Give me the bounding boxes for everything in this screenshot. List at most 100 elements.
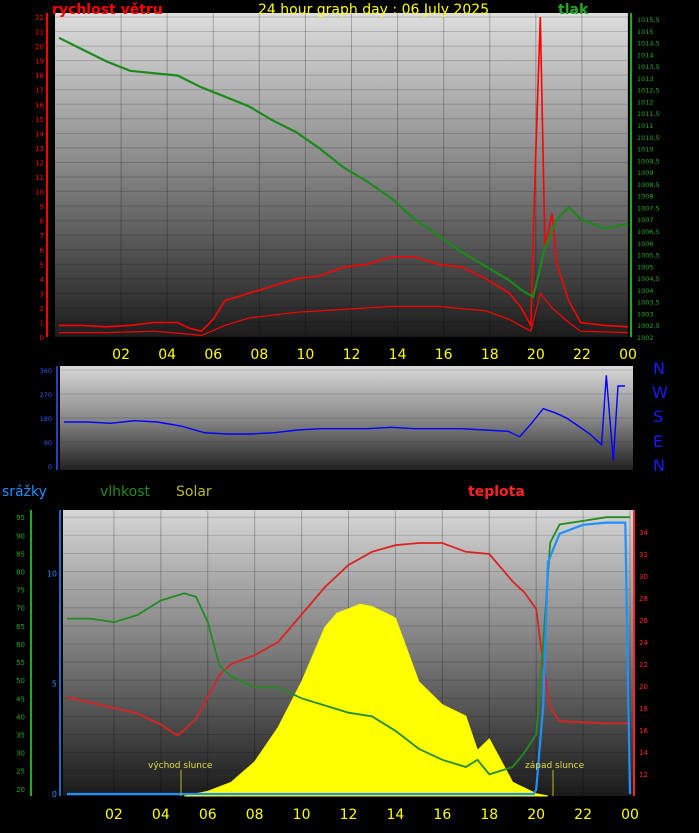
pressure-tick-label: 1009,5 xyxy=(637,157,660,165)
temperature-tick-label: 28 xyxy=(639,595,648,603)
pressure-tick-label: 1015,5 xyxy=(637,16,660,24)
pressure-tick-label: 1009 xyxy=(637,169,654,177)
wind-tick-label: 7 xyxy=(40,232,44,240)
pressure-tick-label: 1004 xyxy=(637,287,654,295)
humidity-tick-label: 25 xyxy=(16,768,25,776)
hour-tick-label: 04 xyxy=(152,807,170,823)
hour-tick-label: 04 xyxy=(158,347,176,363)
hour-tick-label: 10 xyxy=(297,347,315,363)
direction-tick-label: 360 xyxy=(40,367,52,375)
wind-tick-label: 17 xyxy=(35,87,44,95)
pressure-tick-label: 1002 xyxy=(637,334,654,342)
wind-tick-label: 8 xyxy=(40,218,44,226)
solar-label: Solar xyxy=(176,484,212,500)
sunrise-annotation: východ slunce xyxy=(148,761,213,771)
temperature-tick-label: 20 xyxy=(639,683,648,691)
wind-average-line xyxy=(59,292,629,337)
hour-tick-label: 08 xyxy=(246,807,264,823)
compass-e: E xyxy=(653,432,663,451)
humidity-tick-label: 90 xyxy=(16,532,25,540)
compass-w: W xyxy=(652,383,668,402)
solar-area xyxy=(184,603,548,797)
humidity-tick-label: 75 xyxy=(16,587,25,595)
pressure-tick-label: 1011 xyxy=(637,122,654,130)
wind-tick-label: 6 xyxy=(40,247,45,255)
wind-direction-line xyxy=(64,375,625,461)
hour-tick-label: 06 xyxy=(204,347,222,363)
pressure-tick-label: 1014,5 xyxy=(637,40,660,48)
humidity-tick-label: 20 xyxy=(16,786,25,794)
hour-tick-label: 10 xyxy=(293,807,311,823)
pressure-line xyxy=(58,36,629,299)
hour-tick-label: 14 xyxy=(387,807,405,823)
wind-panel-background xyxy=(55,13,628,337)
wind-tick-label: 10 xyxy=(35,189,44,197)
rain-tick-label: 0 xyxy=(52,790,57,799)
compass-s: S xyxy=(653,407,663,426)
temperature-tick-label: 16 xyxy=(639,727,648,735)
wind-tick-label: 19 xyxy=(35,58,44,66)
humidity-tick-label: 30 xyxy=(16,750,25,758)
temperature-tick-label: 34 xyxy=(639,529,648,537)
temperature-tick-label: 26 xyxy=(639,617,648,625)
wind-tick-label: 14 xyxy=(35,130,44,138)
wind-tick-label: 5 xyxy=(40,261,44,269)
pressure-tick-label: 1006 xyxy=(637,240,654,248)
pressure-label: tlak xyxy=(558,2,589,18)
wind-gust-line xyxy=(59,16,629,333)
humidity-tick-label: 45 xyxy=(16,695,25,703)
humidity-tick-label: 60 xyxy=(16,641,25,649)
wind-tick-label: 9 xyxy=(40,203,44,211)
data-series xyxy=(58,16,632,797)
wind-tick-label: 16 xyxy=(35,101,44,109)
pressure-tick-label: 1005 xyxy=(637,263,654,271)
pressure-tick-label: 1007,5 xyxy=(637,204,660,212)
hour-tick-label: 16 xyxy=(433,807,451,823)
wind-tick-label: 13 xyxy=(35,145,44,153)
pressure-tick-label: 1002,5 xyxy=(637,322,660,330)
wind-speed-label: rychlost větru xyxy=(52,2,163,18)
hour-tick-label: 12 xyxy=(343,347,361,363)
pressure-tick-label: 1013,5 xyxy=(637,63,660,71)
temperature-tick-label: 12 xyxy=(639,771,648,779)
hour-tick-label: 20 xyxy=(527,347,545,363)
wind-tick-label: 2 xyxy=(40,305,44,313)
humidity-tick-label: 95 xyxy=(16,514,25,522)
temperature-tick-label: 18 xyxy=(639,705,648,713)
wind-tick-label: 20 xyxy=(35,43,44,51)
tick-labels: 0123456789101112131415161718192021221002… xyxy=(16,14,660,823)
wind-tick-label: 1 xyxy=(40,319,44,327)
hour-tick-label: 22 xyxy=(574,807,592,823)
hour-tick-label: 12 xyxy=(340,807,358,823)
hour-tick-label: 02 xyxy=(105,807,123,823)
humidity-tick-label: 65 xyxy=(16,623,25,631)
pressure-tick-label: 1012 xyxy=(637,98,654,106)
hour-tick-label: 06 xyxy=(199,807,217,823)
wind-tick-label: 11 xyxy=(35,174,44,182)
hour-tick-label: 22 xyxy=(573,347,591,363)
humidity-tick-label: 70 xyxy=(16,605,25,613)
wind-tick-label: 15 xyxy=(35,116,44,124)
humidity-line xyxy=(67,516,630,776)
humidity-tick-label: 40 xyxy=(16,713,25,721)
wind-tick-label: 0 xyxy=(40,334,44,342)
humidity-tick-label: 50 xyxy=(16,677,25,685)
hour-tick-label: 00 xyxy=(619,347,637,363)
rain-tick-label: 5 xyxy=(52,680,57,689)
hour-tick-label: 08 xyxy=(250,347,268,363)
pressure-tick-label: 1007 xyxy=(637,216,654,224)
hour-tick-label: 16 xyxy=(435,347,453,363)
compass-n-top: N xyxy=(653,359,665,378)
pressure-tick-label: 1012,5 xyxy=(637,87,660,95)
direction-panel-background xyxy=(60,366,633,470)
temperature-tick-label: 24 xyxy=(639,639,648,647)
temperature-line xyxy=(66,542,630,737)
humidity-label: vlhkost xyxy=(100,484,151,500)
rain-line xyxy=(67,521,632,796)
wind-tick-label: 21 xyxy=(35,29,44,37)
pressure-tick-label: 1010,5 xyxy=(637,134,660,142)
temperature-tick-label: 30 xyxy=(639,573,648,581)
hour-tick-label: 18 xyxy=(480,807,498,823)
rain-label: srážky xyxy=(2,484,47,500)
